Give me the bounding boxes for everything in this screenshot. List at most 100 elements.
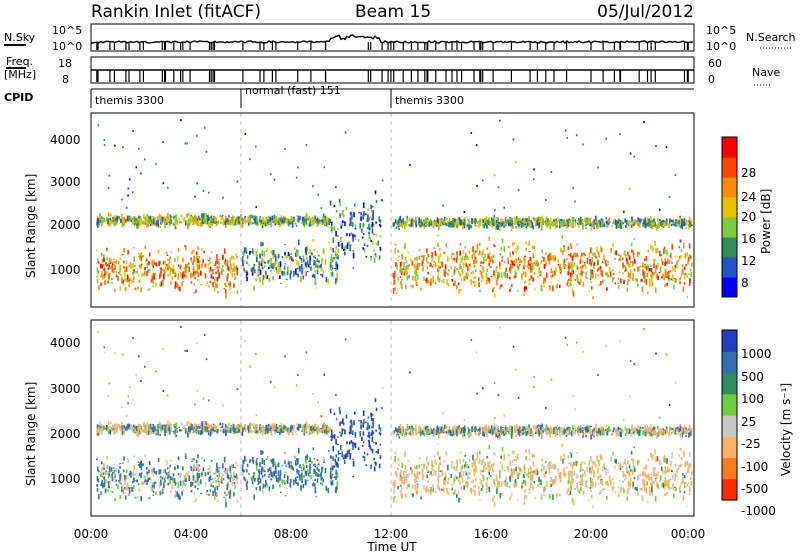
velocity-scatter-point: [231, 426, 234, 431]
power-scatter-point: [105, 270, 107, 275]
power-scatter-point: [96, 250, 98, 252]
velocity-scatter-point: [274, 429, 277, 434]
velocity-scatter-point: [248, 429, 250, 433]
velocity-scatter-point: [279, 491, 282, 493]
power-scatter-point: [228, 219, 230, 221]
power-scatter-point: [521, 273, 523, 278]
velocity-scatter-point: [281, 479, 284, 485]
power-scatter-point: [184, 270, 187, 274]
power-scatter-point: [476, 249, 478, 253]
velocity-scatter-point: [345, 453, 347, 459]
power-scatter-point: [489, 258, 491, 263]
power-scatter-point: [313, 262, 315, 264]
power-scatter-point: [393, 275, 396, 280]
power-scatter-point: [523, 257, 526, 263]
power-scatter-point: [644, 219, 646, 226]
power-scatter-point: [363, 247, 366, 253]
power-scatter-point: [601, 270, 603, 277]
power-scatter-point: [232, 255, 235, 260]
power-scatter-point: [600, 270, 602, 272]
nave-tick-top: 60: [708, 57, 722, 70]
power-scatter-point: [341, 243, 343, 249]
velocity-scatter-point: [215, 480, 217, 483]
power-scatter-point: [166, 186, 169, 189]
power-scatter-point: [130, 216, 132, 223]
power-scatter-point: [499, 253, 502, 256]
power-scatter-point: [161, 222, 163, 225]
power-scatter-point: [516, 263, 519, 267]
velocity-scatter-point: [130, 427, 133, 430]
power-scatter-point: [117, 261, 120, 265]
power-scatter-point: [500, 219, 502, 225]
velocity-scatter-point: [234, 466, 237, 469]
power-scatter-point: [412, 222, 415, 228]
velocity-scatter-point: [291, 466, 293, 470]
power-scatter-point: [144, 245, 146, 249]
power-scatter-point: [426, 248, 428, 253]
power-scatter-point: [189, 214, 191, 219]
power-scatter-point: [353, 234, 356, 238]
power-scatter-point: [197, 279, 199, 281]
power-scatter-point: [337, 248, 340, 253]
power-scatter-point: [155, 217, 157, 219]
velocity-scatter-point: [332, 465, 334, 470]
power-scatter-point: [396, 225, 398, 227]
power-scatter-point: [638, 222, 641, 228]
power-scatter-point: [431, 256, 434, 259]
velocity-scatter-point: [266, 483, 269, 488]
power-scatter-point: [397, 277, 399, 281]
power-scatter-point: [201, 248, 203, 252]
power-scatter-point: [451, 278, 454, 282]
power-scatter-point: [594, 252, 596, 257]
power-scatter-point: [517, 266, 520, 269]
power-scatter-point: [284, 148, 286, 150]
power-scatter-point: [599, 222, 602, 226]
velocity-scatter-point: [100, 484, 102, 487]
power-scatter-point: [279, 282, 282, 285]
power-scatter-point: [98, 216, 101, 218]
power-scatter-point: [601, 220, 603, 226]
power-scatter-point: [140, 221, 142, 225]
power-scatter-point: [427, 253, 429, 257]
power-scatter-point: [123, 222, 125, 227]
power-scatter-point: [599, 281, 602, 286]
power-scatter-point: [335, 210, 338, 213]
power-scatter-point: [422, 255, 425, 261]
velocity-scatter-point: [177, 493, 180, 499]
power-scatter-point: [155, 282, 157, 287]
power-scatter-point: [360, 216, 362, 222]
velocity-scatter-point: [121, 425, 123, 432]
power-scatter-point: [107, 280, 109, 284]
velocity-scatter-point: [314, 426, 317, 429]
power-scatter-point: [96, 225, 99, 228]
power-scatter-point: [315, 287, 318, 289]
power-scatter-point: [437, 264, 440, 271]
power-scatter-point: [353, 203, 356, 207]
power-scatter-point: [443, 251, 446, 254]
power-scatter-point: [183, 217, 186, 222]
power-scatter-point: [221, 217, 224, 220]
velocity-scatter-point: [210, 429, 213, 432]
power-scatter-point: [204, 218, 207, 223]
velocity-scatter-point: [138, 429, 140, 435]
power-scatter-point: [451, 252, 453, 255]
velocity-scatter-point: [219, 422, 222, 426]
power-scatter-point: [620, 224, 622, 230]
power-scatter-point: [557, 259, 560, 264]
power-scatter-point: [334, 250, 337, 254]
power-scatter-point: [349, 222, 352, 225]
power-scatter-point: [269, 218, 272, 222]
velocity-scatter-point: [321, 477, 324, 479]
power-scatter-point: [217, 291, 219, 294]
velocity-scatter-point: [373, 457, 375, 461]
power-scatter-point: [443, 221, 445, 225]
power-scatter-point: [353, 212, 355, 218]
power-scatter-point: [567, 263, 570, 269]
power-scatter-point: [678, 246, 681, 249]
power-scatter-point: [241, 258, 244, 263]
power-scatter-point: [245, 247, 247, 253]
power-scatter-point: [401, 268, 403, 274]
power-scatter-point: [582, 282, 585, 287]
power-scatter-point: [195, 289, 197, 293]
noise-search-label: N.Search: [746, 31, 796, 44]
